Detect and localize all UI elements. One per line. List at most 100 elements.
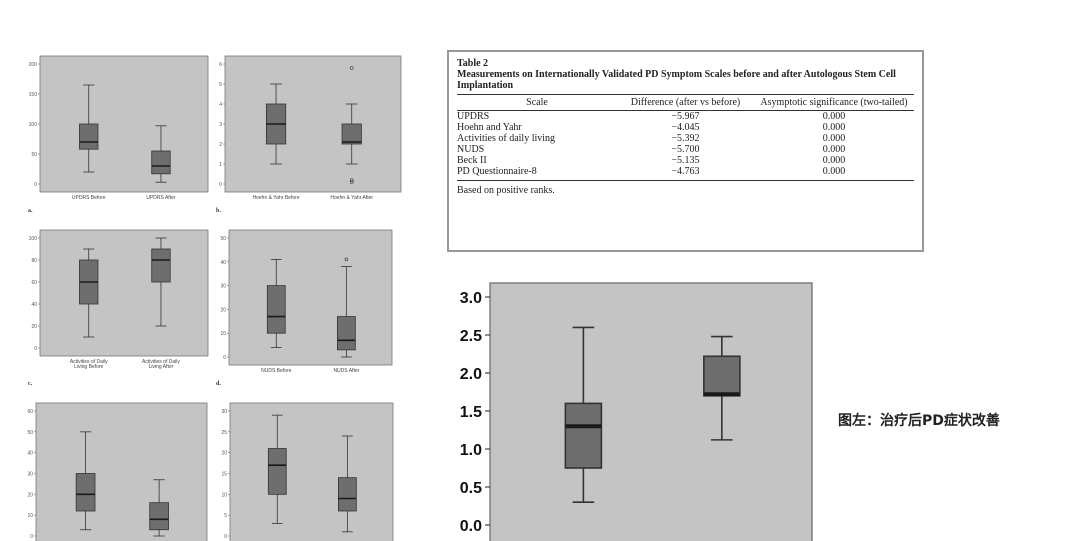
panel-label: a.	[28, 208, 33, 214]
table-cell-scale: UPDRS	[457, 111, 490, 122]
table-cell-scale: Beck II	[457, 155, 487, 166]
table-row: UPDRS −5.967 0.000	[457, 111, 914, 123]
table-title: Table 2	[457, 58, 489, 69]
table-row: NUDS −5.700 0.000	[457, 144, 914, 155]
y-tick-label: 5	[219, 82, 222, 88]
outlier-point	[349, 180, 354, 184]
x-category-label: UPDRS After	[146, 195, 176, 201]
x-category-label: Living Before	[74, 364, 103, 370]
y-tick-label: 25	[221, 430, 227, 436]
x-category-label: NUDS Before	[261, 368, 292, 374]
y-tick-label: 1.0	[460, 442, 482, 459]
y-tick-label: 2.5	[460, 328, 482, 345]
table-cell-difference: −5.967	[671, 111, 700, 122]
y-tick-label: 6	[219, 62, 222, 68]
x-category-label: Hoehn & Yahr After	[330, 195, 373, 201]
table-row: Hoehn and Yahr −4.045 0.000	[457, 122, 914, 133]
figure-caption: 图左：治疗后PD症状改善	[838, 413, 1000, 429]
table-cell-difference: −5.135	[671, 155, 700, 166]
y-tick-label: 30	[220, 284, 226, 290]
y-tick-label: 30	[27, 472, 33, 478]
x-category-label: Activities of Daily	[142, 359, 180, 365]
table-cell-difference: −5.700	[671, 144, 700, 155]
box-iqr	[149, 502, 169, 531]
y-tick-label: 0	[34, 182, 37, 188]
y-tick-label: 50	[220, 236, 226, 242]
y-tick-label: 3	[219, 122, 222, 128]
y-tick-label: 10	[221, 492, 227, 498]
y-tick-label: 1	[219, 162, 222, 168]
y-tick-label: 2	[219, 142, 222, 148]
box-iqr	[266, 285, 286, 334]
y-tick-label: 40	[31, 302, 37, 308]
plot-panel	[39, 229, 209, 357]
y-tick-label: 10	[27, 513, 33, 519]
table-cell-difference: −5.392	[671, 133, 700, 144]
table-cell-significance: 0.000	[822, 155, 846, 166]
plot-panel	[228, 229, 393, 366]
y-tick-label: 15	[221, 472, 227, 478]
y-tick-label: 20	[220, 307, 226, 313]
y-tick-label: 20	[221, 451, 227, 457]
table-cell-significance: 0.000	[822, 111, 846, 122]
y-tick-label: 40	[220, 260, 226, 266]
box-iqr	[337, 477, 357, 512]
box-iqr	[341, 123, 362, 145]
y-tick-label: 80	[31, 258, 37, 264]
y-tick-label: 60	[27, 409, 33, 415]
table-cell-scale: NUDS	[457, 144, 485, 155]
box-iqr	[267, 448, 287, 495]
y-tick-label: 3.0	[460, 290, 482, 307]
plot-panel	[35, 402, 208, 541]
y-tick-label: 5	[224, 513, 227, 519]
table-row: Beck II −5.135 0.000	[457, 155, 914, 166]
y-tick-label: 0	[223, 355, 226, 361]
box-iqr	[564, 402, 603, 469]
y-tick-label: 50	[31, 152, 37, 158]
y-tick-label: 100	[29, 122, 38, 128]
y-tick-label: 20	[31, 324, 37, 330]
y-tick-label: 20	[27, 492, 33, 498]
y-tick-label: 150	[29, 92, 38, 98]
y-tick-label: 200	[29, 62, 38, 68]
outlier-point	[349, 178, 354, 182]
y-tick-label: 0	[30, 534, 33, 540]
table-cell-difference: −4.045	[671, 122, 700, 133]
table-row: PD Questionnaire-8 −4.763 0.000	[457, 166, 914, 177]
y-tick-label: 0.5	[460, 480, 482, 497]
x-category-label: UPDRS Before	[72, 195, 106, 201]
table-header-scale: Scale	[526, 97, 548, 108]
panel-label: d.	[216, 381, 221, 387]
table-cell-significance: 0.000	[822, 133, 846, 144]
plot-panel	[39, 55, 209, 193]
y-tick-label: 100	[29, 236, 38, 242]
table-cell-significance: 0.000	[822, 144, 846, 155]
table-cell-significance: 0.000	[822, 166, 846, 177]
table-grid: Scale Difference (after vs before) Asymp…	[457, 95, 914, 177]
table-cell-scale: PD Questionnaire-8	[457, 166, 537, 177]
table-2: Table 2 Measurements on Internationally …	[447, 50, 924, 252]
y-tick-label: 0	[219, 182, 222, 188]
table-cell-significance: 0.000	[822, 122, 846, 133]
x-category-label: NUDS After	[333, 368, 359, 374]
box-iqr	[79, 123, 99, 150]
x-category-label: Hoehn & Yahr Before	[253, 195, 300, 201]
table-cell-scale: Hoehn and Yahr	[457, 122, 522, 133]
panel-label: b.	[216, 208, 221, 214]
y-tick-label: 4	[219, 102, 222, 108]
panel-label: c.	[28, 381, 33, 387]
plot-panel	[224, 55, 402, 193]
y-tick-label: 0	[224, 534, 227, 540]
box-iqr	[151, 150, 171, 175]
y-tick-label: 60	[31, 280, 37, 286]
table-header-difference: Difference (after vs before)	[630, 97, 741, 108]
y-tick-label: 40	[27, 451, 33, 457]
outlier-point	[344, 257, 349, 262]
box-iqr	[151, 248, 171, 283]
x-category-label: Living After	[149, 364, 174, 370]
table-footnote: Based on positive ranks.	[457, 180, 914, 196]
y-tick-label: 10	[220, 331, 226, 337]
y-tick-label: 50	[27, 430, 33, 436]
outlier-point	[349, 66, 354, 70]
